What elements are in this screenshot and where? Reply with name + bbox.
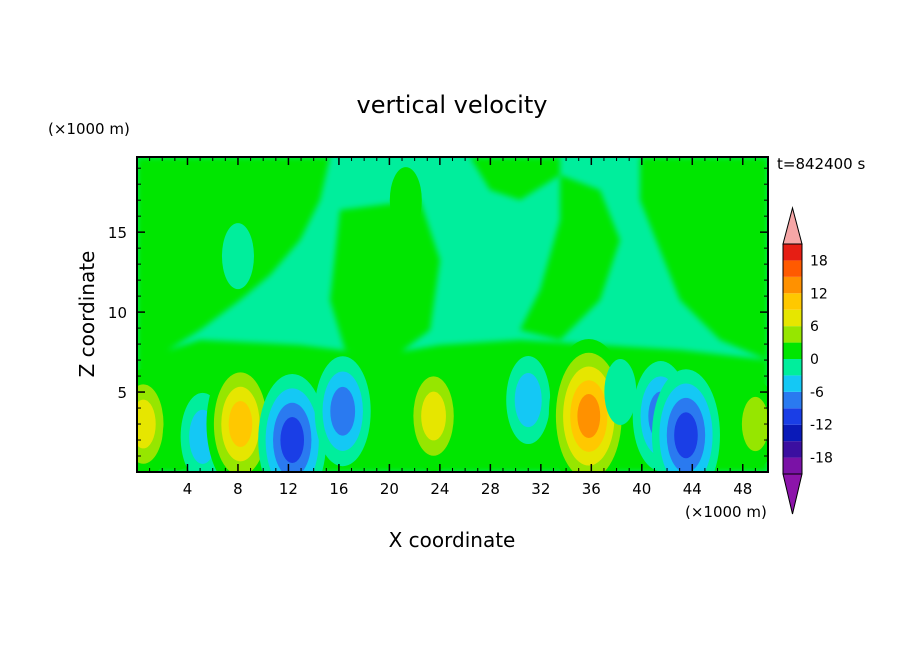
x-tick-label: 24 [430,480,449,498]
velocity-cell [314,356,371,467]
contour-band [674,412,698,459]
contour-band [421,391,446,441]
velocity-cell [480,231,513,298]
colorbar-swatch [783,457,802,474]
velocity-cell [137,369,172,472]
colorbar-label: 12 [810,286,828,302]
velocity-cell [389,167,422,234]
contour-band [280,417,305,464]
x-tick-label: 44 [683,480,702,498]
colorbar-swatch [783,408,802,425]
colorbar-over-arrow [782,206,803,245]
colorbar-swatch [783,276,802,294]
contour-band [474,359,507,426]
x-tick-label: 12 [279,480,298,498]
velocity-cell [258,374,327,472]
colorbar-label: 18 [810,253,828,269]
contour-band [228,401,253,448]
plot-area [137,157,768,472]
contour-band [330,386,356,436]
colorbar-swatch [783,326,802,343]
x-tick-label: 28 [481,480,500,498]
y-tick-label: 5 [117,384,127,402]
velocity-cell [474,359,507,426]
chart-title: vertical velocity [357,91,548,119]
x-tick-label: 36 [582,480,601,498]
x-axis: 4 8 12 16 20 24 28 32 36 40 44 48 [149,157,756,498]
x-tick-label: 4 [183,480,193,498]
velocity-cell [733,380,768,469]
velocity-cell [506,356,551,445]
velocity-features [137,167,768,472]
contour-band [373,255,406,322]
contour-band [389,167,422,234]
y-axis: 5 10 15 [108,167,768,457]
x-unit-label: (×1000 m) [685,503,767,521]
contour-band [480,231,513,298]
contour-band [604,359,637,426]
colorbar-swatch [783,260,802,277]
time-label: t=842400 s [777,155,865,173]
contour-band [577,394,601,439]
colorbar: 18 12 6 0 -6 -12 -18 [782,206,833,515]
colorbar-swatch [783,391,802,409]
colorbar-label: -6 [810,385,824,401]
colorbar-under-arrow [782,473,803,515]
colorbar-swatch [783,441,802,458]
y-axis-label: Z coordinate [75,251,99,378]
velocity-cell [206,358,275,472]
x-tick-label: 48 [733,480,752,498]
colorbar-label: 6 [810,319,819,335]
colorbar-swatch [783,424,802,442]
velocity-cell [221,223,254,290]
y-unit-label: (×1000 m) [48,120,130,138]
updraft-patch [470,157,620,340]
contour-band [514,372,542,428]
x-tick-label: 20 [380,480,399,498]
velocity-cell [604,359,637,426]
colorbar-frame [782,243,803,475]
colorbar-label: -18 [810,451,833,467]
colorbar-swatch [783,359,802,376]
x-tick-label: 40 [632,480,651,498]
colorbar-swatch [783,309,802,327]
updraft-patch [640,157,768,360]
colorbar-label: 0 [810,352,819,368]
contour-band [741,396,768,452]
x-tick-label: 16 [329,480,348,498]
colorbar-swatch [783,244,802,261]
y-tick-label: 10 [108,304,127,322]
contour-band [221,223,254,290]
y-tick-label: 15 [108,224,127,242]
velocity-cell [373,255,406,322]
x-tick-label: 32 [531,480,550,498]
velocity-cell [651,369,720,472]
colorbar-swatch [783,375,802,392]
x-axis-label: X coordinate [389,528,516,552]
colorbar-swatch [783,342,802,359]
x-tick-label: 8 [233,480,243,498]
colorbar-label: -12 [810,418,833,434]
velocity-cell [405,361,462,472]
contour-band [137,399,156,449]
colorbar-swatch [783,293,802,310]
